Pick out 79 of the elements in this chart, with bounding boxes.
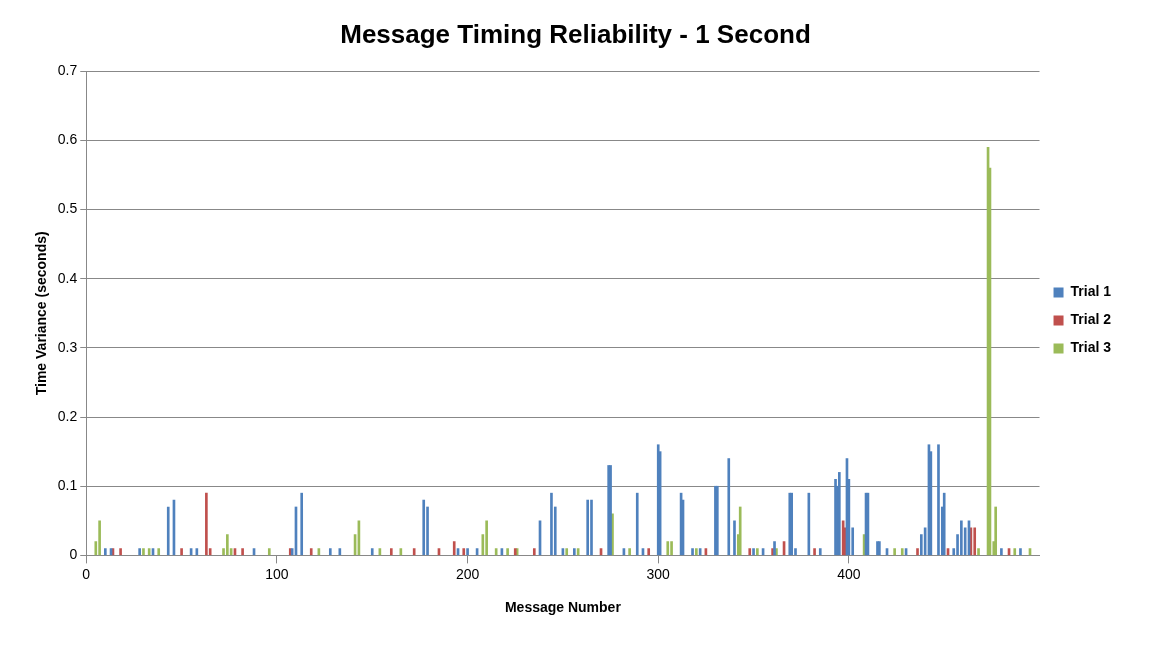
- y-tick-label: 0.1: [57, 477, 78, 494]
- y-tick-label: 0.7: [57, 62, 78, 79]
- bar: [666, 541, 670, 556]
- bar: [142, 548, 145, 556]
- bar: [565, 548, 569, 556]
- bar: [98, 520, 101, 556]
- bar: [813, 548, 816, 556]
- bar: [550, 492, 553, 556]
- bar: [586, 499, 590, 556]
- bar: [916, 548, 919, 556]
- bar: [241, 548, 244, 556]
- bar: [138, 548, 141, 556]
- bar: [389, 548, 393, 556]
- y-tick-label: 0.2: [57, 407, 78, 424]
- bar: [267, 548, 271, 556]
- x-tick-label: 100: [265, 565, 289, 582]
- bar: [695, 548, 698, 556]
- bar: [893, 548, 896, 556]
- bar: [157, 548, 161, 556]
- bar: [412, 548, 416, 556]
- bar: [590, 499, 593, 556]
- bar: [691, 548, 694, 556]
- bar: [748, 548, 752, 556]
- bar: [119, 548, 122, 556]
- bar: [756, 548, 759, 556]
- bar: [226, 534, 229, 556]
- bar: [452, 541, 456, 556]
- bar: [773, 541, 776, 556]
- bar: [647, 548, 651, 556]
- y-tick-label: 0.4: [57, 269, 78, 286]
- legend-label: Trial 1: [1070, 283, 1112, 300]
- bar: [1019, 548, 1022, 556]
- bar: [635, 492, 639, 556]
- bar: [466, 548, 469, 556]
- y-tick-label: 0.5: [57, 200, 78, 217]
- bar: [422, 499, 426, 556]
- bar: [180, 548, 183, 556]
- bar: [309, 548, 313, 556]
- y-tick-label: 0: [69, 546, 78, 563]
- bar: [1000, 548, 1003, 556]
- bar: [573, 548, 576, 556]
- bar: [838, 472, 841, 556]
- bar: [752, 548, 755, 556]
- bar: [973, 527, 977, 556]
- bar: [628, 548, 631, 556]
- bar: [485, 520, 488, 556]
- y-tick-label: 0.6: [57, 131, 78, 148]
- bar: [738, 506, 742, 556]
- x-tick-label: 200: [455, 565, 480, 582]
- bar: [506, 548, 509, 556]
- bar: [1013, 548, 1017, 556]
- bar: [147, 548, 151, 556]
- legend-label: Trial 2: [1070, 311, 1112, 328]
- bar: [462, 548, 466, 556]
- bar: [670, 541, 673, 556]
- bar: [205, 492, 208, 556]
- x-axis-title: Message Number: [504, 599, 622, 616]
- bar: [104, 548, 107, 556]
- bar: [942, 492, 946, 556]
- x-tick-label: 0: [82, 565, 91, 582]
- bar: [733, 520, 736, 556]
- bar: [370, 548, 374, 556]
- bar: [818, 548, 822, 556]
- bar: [300, 492, 304, 556]
- bar: [960, 520, 963, 556]
- bar: [994, 506, 998, 556]
- legend-label: Trial 3: [1070, 339, 1112, 356]
- bar: [937, 444, 940, 556]
- y-tick-label: 0.3: [57, 338, 78, 355]
- bar: [977, 548, 980, 556]
- bar: [900, 548, 904, 556]
- x-tick-label: 300: [646, 565, 671, 582]
- y-axis-title: Time Variance (seconds): [33, 231, 50, 396]
- chart-title: Message Timing Reliability - 1 Second: [340, 18, 811, 49]
- bar: [727, 458, 731, 556]
- bar: [532, 548, 536, 556]
- x-tick-label: 400: [837, 565, 861, 582]
- bar: [328, 548, 332, 556]
- bar: [166, 506, 170, 556]
